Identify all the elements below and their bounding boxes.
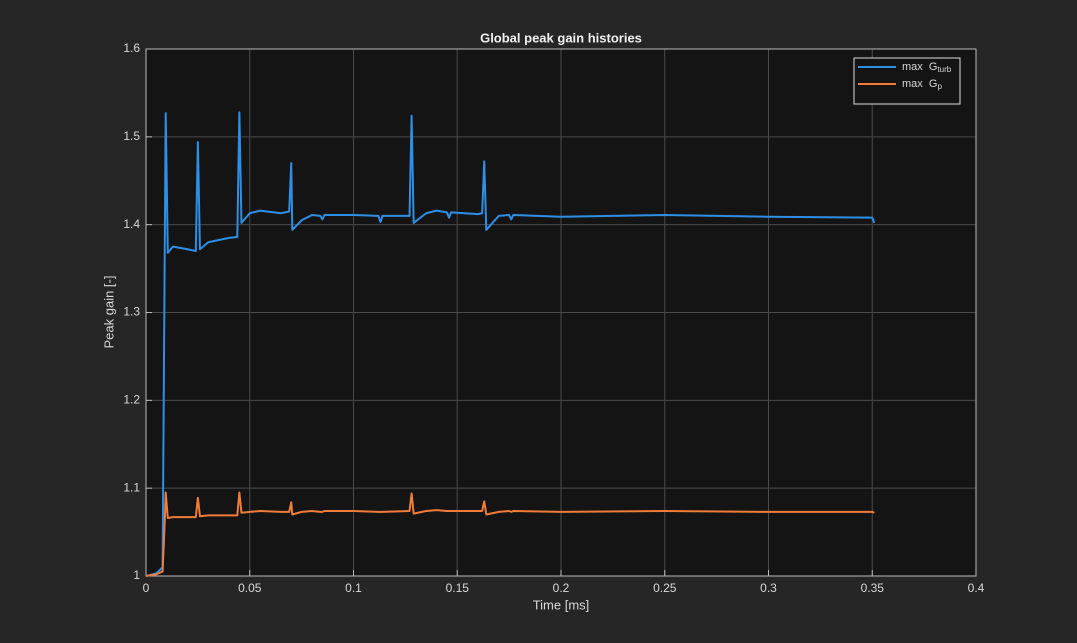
y-tick-label: 1.5 [123, 129, 140, 143]
legend-box [853, 57, 961, 105]
y-tick-label: 1.6 [123, 41, 140, 55]
x-tick-label: 0.1 [345, 581, 362, 595]
y-tick-label: 1.4 [123, 217, 140, 231]
x-tick-label: 0.15 [446, 581, 470, 595]
y-tick-label: 1 [133, 568, 140, 582]
legend-entry: max Gp [902, 78, 942, 91]
y-tick-label: 1.2 [123, 393, 140, 407]
series-line [145, 491, 875, 577]
axes-box [145, 48, 977, 577]
chart-title: Global peak gain histories [480, 30, 642, 45]
series-line [145, 111, 876, 577]
x-tick-label: 0.2 [553, 581, 570, 595]
y-tick-label: 1.1 [123, 480, 140, 494]
legend-subscript: turb [937, 65, 951, 74]
x-tick-label: 0.25 [653, 581, 677, 595]
y-tick-label: 1.3 [123, 305, 140, 319]
y-axis-label: Peak gain [-] [101, 276, 116, 349]
x-tick-label: 0.05 [238, 581, 262, 595]
x-axis-label: Time [ms] [533, 597, 590, 612]
x-tick-label: 0.35 [861, 581, 885, 595]
legend-name: max G [902, 78, 937, 90]
legend-subscript: p [937, 82, 942, 91]
x-tick-label: 0.3 [760, 581, 777, 595]
x-tick-label: 0.4 [968, 581, 985, 595]
legend-entry: max Gturb [902, 61, 952, 74]
x-tick-label: 0 [143, 581, 150, 595]
legend-name: max G [902, 61, 937, 73]
